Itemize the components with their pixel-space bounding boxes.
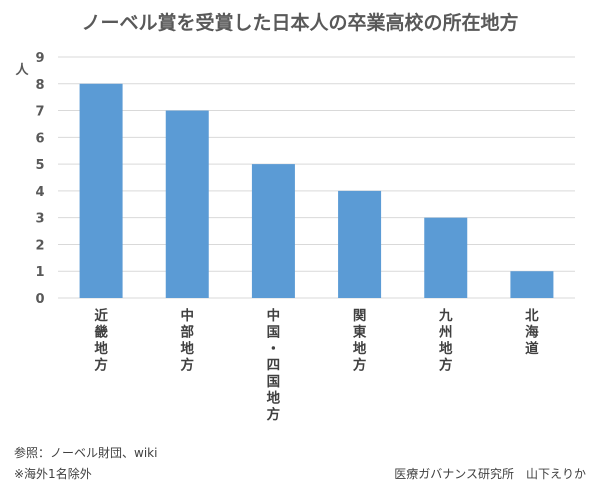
chart-title: ノーベル賞を受賞した日本人の卒業高校の所在地方	[81, 11, 518, 34]
y-axis-label: 人	[15, 62, 29, 78]
bar	[338, 190, 382, 298]
bar	[424, 217, 468, 298]
x-tick-label: 中国・四国地方	[267, 307, 281, 423]
source-note: 参照：ノーベル財団、wiki	[14, 446, 158, 460]
y-tick-label: 9	[35, 51, 44, 66]
y-tick-label: 8	[35, 78, 44, 93]
y-tick-label: 6	[35, 131, 44, 146]
bar	[251, 164, 295, 298]
y-tick-label: 3	[35, 212, 44, 227]
y-tick-label: 7	[35, 105, 44, 120]
credit: 医療ガバナンス研究所 山下えりか	[394, 467, 586, 481]
y-tick-label: 1	[35, 265, 44, 280]
bar	[510, 271, 554, 298]
bar	[165, 110, 209, 298]
x-tick-label: 九州地方	[438, 308, 453, 374]
y-tick-label: 5	[35, 158, 44, 173]
x-tick-label: 中部地方	[181, 307, 195, 374]
x-tick-label: 近畿地方	[94, 307, 108, 374]
y-tick-label: 2	[35, 238, 44, 253]
y-tick-label: 4	[35, 185, 44, 200]
x-tick-label: 北海道	[525, 308, 539, 357]
y-tick-label: 0	[35, 292, 44, 307]
bar	[79, 83, 123, 299]
x-tick-label: 関東地方	[353, 308, 367, 374]
exclusion-note: ※海外1名除外	[14, 467, 92, 481]
